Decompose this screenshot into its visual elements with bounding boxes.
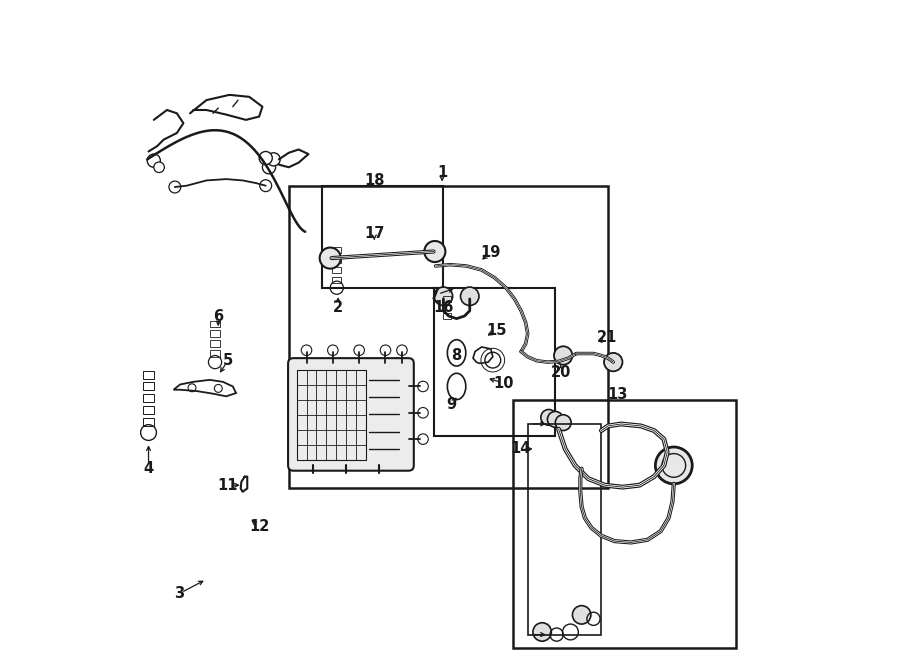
Circle shape bbox=[380, 345, 391, 356]
Ellipse shape bbox=[447, 340, 466, 366]
Text: 9: 9 bbox=[446, 397, 456, 412]
Text: 21: 21 bbox=[597, 330, 617, 344]
Circle shape bbox=[169, 181, 181, 193]
Circle shape bbox=[259, 151, 273, 165]
Text: 16: 16 bbox=[433, 300, 454, 315]
Bar bbox=[211, 330, 220, 337]
Text: 3: 3 bbox=[174, 586, 184, 602]
Bar bbox=[332, 256, 341, 263]
Bar bbox=[297, 370, 365, 460]
Circle shape bbox=[354, 345, 364, 356]
Circle shape bbox=[604, 353, 623, 371]
Bar bbox=[211, 321, 220, 327]
Bar bbox=[143, 407, 154, 414]
Circle shape bbox=[655, 447, 692, 484]
Circle shape bbox=[554, 346, 572, 365]
Circle shape bbox=[418, 434, 428, 444]
Ellipse shape bbox=[447, 373, 466, 400]
Text: 10: 10 bbox=[494, 375, 514, 391]
Text: 18: 18 bbox=[364, 173, 384, 188]
Circle shape bbox=[418, 381, 428, 392]
Bar bbox=[143, 395, 154, 403]
Bar bbox=[143, 383, 154, 391]
Bar bbox=[527, 424, 601, 635]
Bar bbox=[321, 186, 444, 288]
Circle shape bbox=[302, 345, 311, 356]
Bar bbox=[444, 305, 451, 310]
Circle shape bbox=[424, 241, 446, 262]
Circle shape bbox=[148, 154, 160, 167]
Bar bbox=[434, 288, 555, 436]
Bar bbox=[211, 340, 220, 347]
Text: 2: 2 bbox=[333, 300, 343, 315]
Circle shape bbox=[547, 411, 563, 427]
Text: 5: 5 bbox=[223, 352, 233, 368]
Circle shape bbox=[461, 287, 479, 305]
Bar bbox=[332, 266, 341, 273]
Bar bbox=[143, 418, 154, 426]
Bar bbox=[512, 400, 736, 648]
Bar bbox=[211, 350, 220, 357]
Circle shape bbox=[328, 345, 338, 356]
Text: 19: 19 bbox=[481, 245, 501, 260]
Text: 17: 17 bbox=[364, 225, 384, 241]
Circle shape bbox=[260, 180, 272, 192]
Text: 4: 4 bbox=[143, 461, 154, 476]
FancyBboxPatch shape bbox=[288, 358, 414, 471]
Bar bbox=[289, 186, 608, 488]
Text: 11: 11 bbox=[217, 478, 238, 492]
Text: 6: 6 bbox=[213, 309, 223, 323]
Text: 15: 15 bbox=[486, 323, 507, 338]
Text: 14: 14 bbox=[510, 442, 531, 457]
Text: 8: 8 bbox=[452, 348, 462, 363]
Bar bbox=[444, 296, 451, 301]
Circle shape bbox=[572, 605, 591, 624]
Text: 20: 20 bbox=[551, 365, 571, 380]
Circle shape bbox=[263, 161, 275, 174]
Circle shape bbox=[397, 345, 407, 356]
Bar bbox=[444, 313, 451, 319]
Bar bbox=[143, 371, 154, 379]
Circle shape bbox=[154, 162, 165, 173]
Circle shape bbox=[555, 414, 572, 430]
Bar bbox=[332, 247, 341, 253]
Circle shape bbox=[533, 623, 552, 641]
Text: 1: 1 bbox=[437, 165, 447, 180]
Circle shape bbox=[320, 248, 341, 268]
Text: 13: 13 bbox=[608, 387, 628, 402]
Text: 12: 12 bbox=[249, 519, 269, 534]
Text: 7: 7 bbox=[430, 288, 441, 303]
Circle shape bbox=[418, 408, 428, 418]
Bar bbox=[332, 276, 341, 283]
Circle shape bbox=[541, 409, 556, 425]
Circle shape bbox=[267, 153, 280, 166]
Circle shape bbox=[434, 287, 453, 305]
